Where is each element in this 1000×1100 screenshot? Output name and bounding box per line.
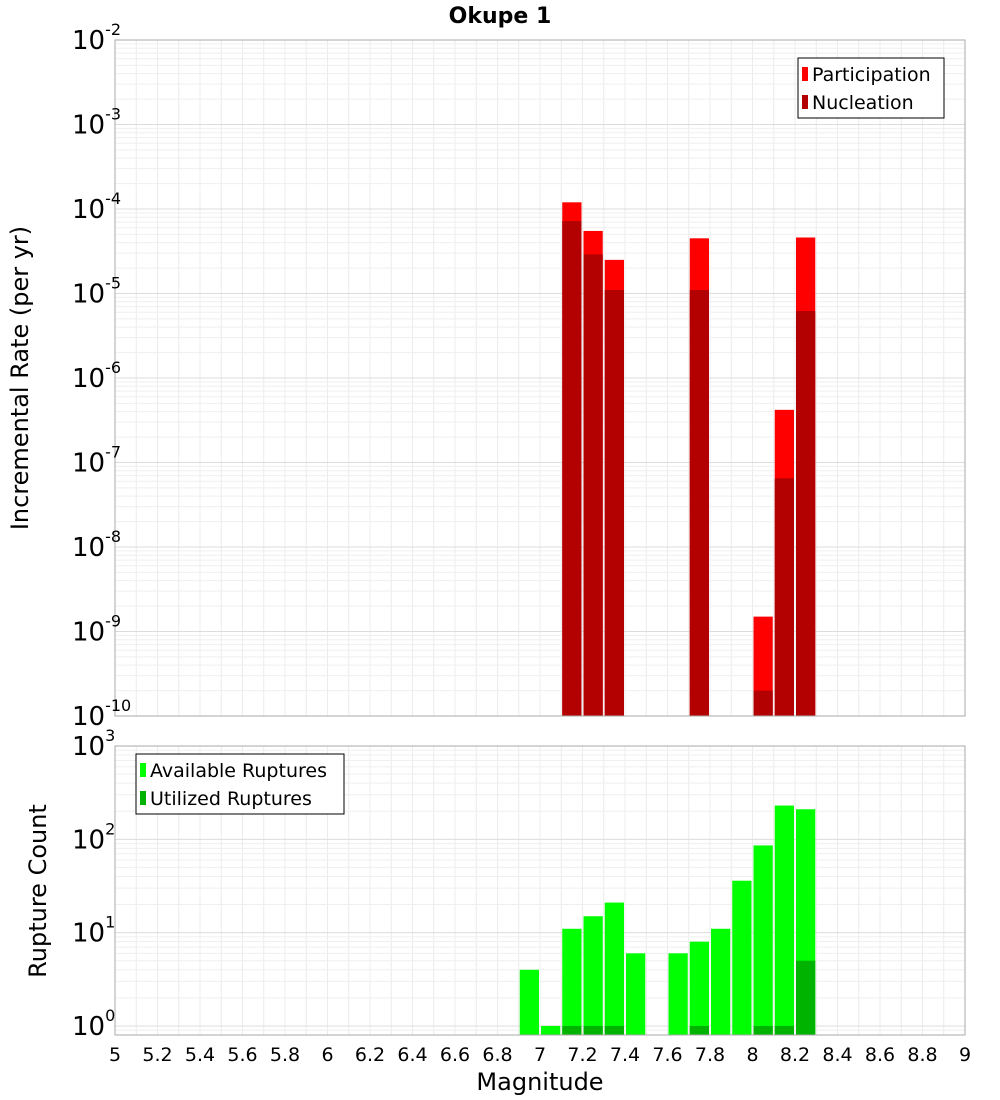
count-bar-available-ruptures	[732, 880, 752, 1035]
count-legend-swatch-utilized-ruptures	[140, 791, 146, 805]
rate-y-tick-label: 10-5	[72, 274, 121, 310]
count-legend-box	[135, 753, 345, 815]
x-tick-label: 6.2	[355, 1044, 385, 1066]
rate-plot-frame	[114, 39, 966, 717]
x-tick-label: 8.4	[822, 1044, 852, 1066]
rate-bar-nucleation	[774, 478, 794, 716]
chart-title: Okupe 1	[449, 4, 552, 29]
rate-bar-nucleation	[689, 290, 709, 716]
rate-bar-nucleation	[796, 311, 816, 716]
rate-bars	[562, 202, 816, 717]
count-y-tick-label: 101	[72, 913, 115, 949]
count-bar-utilized-ruptures	[796, 960, 816, 1035]
rate-y-tick-label: 10-9	[72, 612, 121, 648]
count-bar-available-ruptures	[519, 969, 539, 1035]
rate-bar-nucleation	[604, 290, 624, 716]
count-bar-utilized-ruptures	[689, 1025, 709, 1035]
rate-y-axis-label: Incremental Rate (per yr)	[6, 226, 34, 530]
x-tick-label: 5.2	[142, 1044, 172, 1066]
x-tick-label: 8	[746, 1044, 758, 1066]
rate-y-tick-label: 10-10	[72, 696, 131, 732]
count-legend: Available Ruptures Utilized Ruptures	[135, 753, 345, 815]
count-plot-frame	[114, 745, 966, 1036]
count-bar-available-ruptures	[604, 902, 624, 1035]
count-panel: 100 101 102 103 5 5.2 5.4 5.6 5.8 6 6.2 6.4 6.6 6.8 7…	[24, 726, 971, 1096]
x-tick-label: 6	[321, 1044, 333, 1066]
count-bar-available-ruptures	[711, 928, 731, 1035]
x-tick-label: 5.6	[227, 1044, 257, 1066]
rate-legend-swatch-participation	[802, 67, 808, 81]
count-legend-label-utilized-ruptures: Utilized Ruptures	[150, 788, 312, 810]
count-bar-available-ruptures	[668, 953, 688, 1035]
x-tick-label: 7.8	[695, 1044, 725, 1066]
count-bar-utilized-ruptures	[774, 1025, 794, 1035]
rate-y-tick-label: 10-7	[72, 443, 121, 479]
count-bar-available-ruptures	[562, 928, 582, 1035]
count-bar-utilized-ruptures	[583, 1025, 603, 1035]
rate-legend-label-nucleation: Nucleation	[812, 92, 914, 114]
rate-y-tick-label: 10-8	[72, 527, 121, 563]
rate-legend-box	[797, 57, 945, 119]
x-tick-label: 5.4	[185, 1044, 215, 1066]
count-bar-available-ruptures	[583, 916, 603, 1035]
x-ticks: 5 5.2 5.4 5.6 5.8 6 6.2 6.4 6.6 6.8 7 7.2 7.4 7.6 7.8 8…	[109, 1044, 971, 1066]
count-y-ticks: 100 101 102 103	[72, 726, 115, 1042]
x-tick-label: 6.6	[440, 1044, 470, 1066]
rate-legend-swatch-nucleation	[802, 95, 808, 109]
rate-legend-label-participation: Participation	[812, 64, 931, 86]
x-tick-label: 8.2	[780, 1044, 810, 1066]
rate-y-tick-label: 10-4	[72, 189, 121, 225]
x-tick-label: 6.4	[397, 1044, 427, 1066]
count-bar-utilized-ruptures	[562, 1025, 582, 1035]
count-bar-utilized-ruptures	[604, 1025, 624, 1035]
count-y-tick-label: 100	[72, 1006, 115, 1042]
count-bar-available-ruptures	[541, 1025, 561, 1035]
rate-y-ticks: 10-10 10-9 10-8 10-7 10-6 10-5 10-4 10-3 10-2	[72, 20, 131, 732]
count-y-tick-label: 102	[72, 819, 115, 855]
x-axis-label: Magnitude	[476, 1068, 603, 1096]
rate-bar-nucleation	[562, 221, 582, 716]
x-tick-label: 7.4	[610, 1044, 640, 1066]
x-tick-label: 7.2	[567, 1044, 597, 1066]
count-legend-swatch-available-ruptures	[140, 763, 146, 777]
x-tick-label: 8.6	[865, 1044, 895, 1066]
count-bar-utilized-ruptures	[753, 1025, 773, 1035]
x-tick-label: 5	[109, 1044, 121, 1066]
x-tick-label: 8.8	[907, 1044, 937, 1066]
rate-bar-nucleation	[583, 254, 603, 716]
x-tick-label: 6.8	[482, 1044, 512, 1066]
count-bar-available-ruptures	[689, 941, 709, 1035]
count-y-tick-label: 103	[72, 726, 115, 762]
count-legend-label-available-ruptures: Available Ruptures	[150, 760, 327, 782]
count-y-axis-label: Rupture Count	[24, 804, 52, 978]
rate-legend: Participation Nucleation	[797, 57, 945, 119]
rate-panel: 10-10 10-9 10-8 10-7 10-6 10-5 10-4 10-3 10-2 In…	[6, 20, 966, 732]
count-bar-available-ruptures	[774, 805, 794, 1035]
x-tick-label: 9	[959, 1044, 971, 1066]
x-tick-label: 7	[534, 1044, 546, 1066]
rate-bar-nucleation	[753, 690, 773, 716]
count-bar-available-ruptures	[626, 953, 646, 1035]
x-tick-label: 5.8	[270, 1044, 300, 1066]
rate-y-tick-label: 10-2	[72, 20, 121, 56]
count-bars	[519, 805, 816, 1035]
x-tick-label: 7.6	[652, 1044, 682, 1066]
rate-grid	[114, 39, 966, 717]
rate-y-tick-label: 10-3	[72, 105, 121, 141]
rate-y-tick-label: 10-6	[72, 358, 121, 394]
count-bar-available-ruptures	[753, 845, 773, 1035]
